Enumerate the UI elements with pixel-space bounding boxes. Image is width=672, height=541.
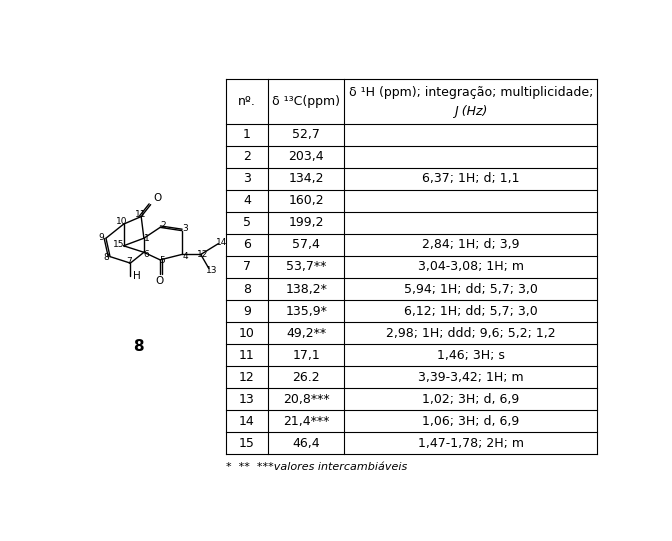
Text: 13: 13: [206, 266, 217, 275]
Text: 9: 9: [243, 305, 251, 318]
Text: 1: 1: [243, 128, 251, 141]
Text: 20,8***: 20,8***: [283, 393, 330, 406]
Text: 8: 8: [243, 282, 251, 295]
Text: 13: 13: [239, 393, 255, 406]
Text: O: O: [153, 193, 161, 203]
Text: 138,2*: 138,2*: [286, 282, 327, 295]
Text: 4: 4: [182, 252, 187, 261]
Text: 14: 14: [239, 415, 255, 428]
Text: 57,4: 57,4: [292, 239, 321, 252]
Text: 12: 12: [239, 371, 255, 384]
Text: 7: 7: [243, 260, 251, 273]
Text: 15: 15: [239, 437, 255, 450]
Text: 14: 14: [216, 238, 227, 247]
Text: 10: 10: [116, 217, 128, 226]
Text: 8: 8: [133, 339, 144, 354]
Text: 1,46; 3H; s: 1,46; 3H; s: [437, 348, 505, 362]
Text: O: O: [155, 276, 163, 286]
Text: 7: 7: [126, 258, 132, 266]
Text: 5: 5: [243, 216, 251, 229]
Text: 52,7: 52,7: [292, 128, 321, 141]
Text: 12: 12: [197, 250, 208, 259]
Text: 2,98; 1H; ddd; 9,6; 5,2; 1,2: 2,98; 1H; ddd; 9,6; 5,2; 1,2: [386, 327, 556, 340]
Text: 8: 8: [103, 253, 109, 262]
Text: 21,4***: 21,4***: [283, 415, 329, 428]
Text: 5,94; 1H; dd; 5,7; 3,0: 5,94; 1H; dd; 5,7; 3,0: [404, 282, 538, 295]
Text: δ ¹³C(ppm): δ ¹³C(ppm): [272, 95, 341, 108]
Text: H: H: [133, 271, 140, 281]
Text: 11: 11: [135, 209, 146, 219]
Text: 1,06; 3H; d, 6,9: 1,06; 3H; d, 6,9: [422, 415, 519, 428]
Text: 1,47-1,78; 2H; m: 1,47-1,78; 2H; m: [418, 437, 523, 450]
Text: 6,12; 1H; dd; 5,7; 3,0: 6,12; 1H; dd; 5,7; 3,0: [404, 305, 538, 318]
Text: 11: 11: [239, 348, 255, 362]
Text: 49,2**: 49,2**: [286, 327, 327, 340]
Text: 3,39-3,42; 1H; m: 3,39-3,42; 1H; m: [418, 371, 523, 384]
Text: 5: 5: [159, 256, 165, 265]
Text: δ ¹H (ppm); integração; multiplicidade;: δ ¹H (ppm); integração; multiplicidade;: [349, 86, 593, 99]
Text: 3: 3: [243, 172, 251, 185]
Text: 15: 15: [113, 240, 124, 249]
Text: 134,2: 134,2: [289, 172, 324, 185]
Text: 53,7**: 53,7**: [286, 260, 327, 273]
Text: 3: 3: [183, 225, 188, 234]
Text: 2,84; 1H; d; 3,9: 2,84; 1H; d; 3,9: [422, 239, 519, 252]
Text: 135,9*: 135,9*: [286, 305, 327, 318]
Text: 3,04-3,08; 1H; m: 3,04-3,08; 1H; m: [418, 260, 523, 273]
Text: J (Hz): J (Hz): [454, 105, 487, 118]
Text: 4: 4: [243, 194, 251, 207]
Text: 1: 1: [144, 234, 150, 243]
Text: 9: 9: [98, 233, 104, 242]
Text: 10: 10: [239, 327, 255, 340]
Text: nº.: nº.: [238, 95, 256, 108]
Text: 2: 2: [161, 221, 166, 230]
Text: 6,37; 1H; d; 1,1: 6,37; 1H; d; 1,1: [422, 172, 519, 185]
Text: 17,1: 17,1: [292, 348, 321, 362]
Text: 46,4: 46,4: [292, 437, 321, 450]
Text: 160,2: 160,2: [288, 194, 324, 207]
Text: 1,02; 3H; d, 6,9: 1,02; 3H; d, 6,9: [422, 393, 519, 406]
Text: 6: 6: [243, 239, 251, 252]
Text: 2: 2: [243, 150, 251, 163]
Text: *  **  ***valores intercambiáveis: * ** ***valores intercambiáveis: [226, 462, 407, 472]
Text: 203,4: 203,4: [288, 150, 324, 163]
Text: 26.2: 26.2: [292, 371, 321, 384]
Text: 6: 6: [143, 250, 149, 259]
Text: 199,2: 199,2: [289, 216, 324, 229]
